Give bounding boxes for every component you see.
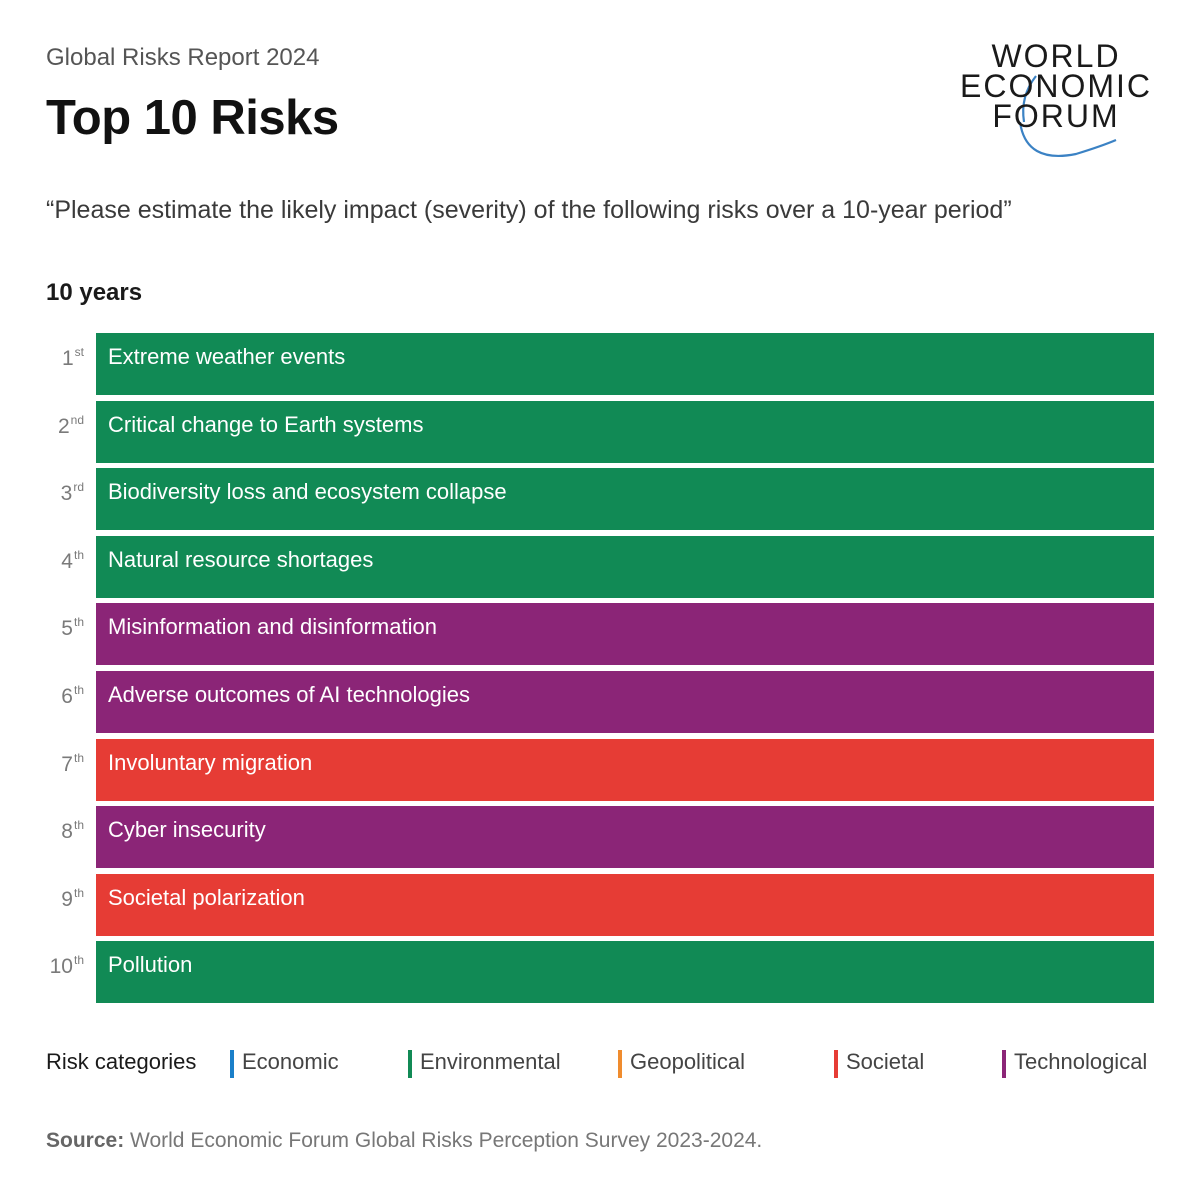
rank-suffix: nd [70, 412, 84, 427]
risk-label: Misinformation and disinformation [108, 614, 437, 640]
rank-suffix: th [73, 818, 84, 833]
rank-suffix: rd [73, 480, 84, 495]
legend-swatch [834, 1050, 838, 1078]
rank-suffix: st [74, 345, 84, 359]
wef-logo: WORLD ECONOMIC FORUM [956, 36, 1156, 160]
legend-swatch [618, 1050, 622, 1078]
risk-bar [96, 738, 1154, 801]
risk-row: 6th Adverse outcomes of AI technologies [0, 671, 1200, 733]
risk-row: 2nd Critical change to Earth systems [0, 400, 1200, 463]
risk-row: 3rd Biodiversity loss and ecosystem colla… [0, 468, 1200, 531]
rank-label: 10th [0, 953, 84, 979]
legend: Risk categories Economic Environmental Geo… [46, 1046, 1156, 1080]
risk-bar [96, 941, 1154, 1004]
rank-suffix: th [73, 953, 84, 968]
rank-number: 7 [61, 752, 73, 776]
page-title: Top 10 Risks [46, 91, 339, 145]
rank-suffix: th [73, 750, 84, 765]
risk-bar [96, 873, 1154, 936]
legend-title: Risk categories [46, 1049, 197, 1074]
report-name: Global Risks Report 2024 [46, 44, 320, 71]
legend-swatch [1002, 1050, 1006, 1078]
risk-row: 10th Pollution [0, 941, 1200, 1004]
risk-bar [96, 603, 1154, 666]
logo-line-3: FORUM [992, 98, 1120, 134]
survey-question: “Please estimate the likely impact (seve… [46, 196, 1012, 224]
risk-row: 4th Natural resource shortages [0, 535, 1200, 598]
risk-label: Natural resource shortages [108, 546, 374, 572]
legend-label: Environmental [420, 1049, 561, 1074]
risk-label: Biodiversity loss and ecosystem collapse [108, 479, 507, 505]
rank-number: 5 [61, 617, 73, 641]
risk-label: Critical change to Earth systems [108, 411, 424, 437]
rank-label: 5th [0, 615, 84, 641]
risk-bar [96, 468, 1154, 531]
rank-number: 1 [61, 347, 74, 370]
legend-label: Geopolitical [630, 1049, 745, 1074]
rank-suffix: th [73, 683, 84, 697]
rank-label: 4th [0, 548, 84, 574]
risk-bar [96, 333, 1154, 395]
period-label: 10 years [46, 279, 143, 306]
rank-number: 8 [61, 820, 73, 844]
risk-bar [96, 806, 1154, 869]
legend-swatch [230, 1050, 234, 1078]
legend-swatch [408, 1050, 412, 1078]
rank-label: 1st [0, 345, 84, 371]
rank-suffix: th [73, 547, 84, 562]
rank-label: 2nd [0, 413, 84, 439]
risk-bar [96, 671, 1154, 733]
risk-label: Societal polarization [108, 884, 305, 910]
logo-line-2: ECONOMIC [960, 68, 1152, 104]
rank-number: 6 [61, 685, 73, 708]
legend-label: Technological [1014, 1049, 1148, 1074]
risk-label: Extreme weather events [108, 344, 346, 369]
rank-label: 9th [0, 886, 84, 912]
legend-label: Economic [242, 1049, 339, 1074]
risk-bar [96, 400, 1154, 463]
logo-arc-icon [1018, 75, 1117, 158]
rank-suffix: th [73, 885, 84, 900]
source-note: Source: World Economic Forum Global Risk… [46, 1129, 762, 1153]
risk-label: Involuntary migration [108, 749, 313, 775]
risk-label: Pollution [108, 952, 193, 978]
risk-row: 1st Extreme weather events [0, 333, 1200, 395]
rank-number: 9 [61, 887, 73, 911]
rank-label: 6th [0, 683, 84, 709]
rank-label: 8th [0, 818, 84, 844]
risk-label: Cyber insecurity [108, 817, 266, 843]
source-label: Source: [46, 1129, 125, 1152]
rank-number: 10 [49, 955, 73, 979]
source-text: World Economic Forum Global Risks Percep… [130, 1129, 763, 1152]
risk-label: Adverse outcomes of AI technologies [108, 682, 470, 707]
legend-label: Societal [846, 1049, 925, 1074]
risk-row: 7th Involuntary migration [0, 738, 1200, 801]
logo-line-1: WORLD [991, 38, 1121, 74]
rank-number: 2 [57, 414, 70, 438]
rank-suffix: th [73, 615, 84, 630]
risk-row: 9th Societal polarization [0, 873, 1200, 936]
rank-number: 3 [60, 482, 73, 506]
risk-bar [96, 535, 1154, 598]
rank-number: 4 [61, 549, 73, 573]
risk-row: 8th Cyber insecurity [0, 806, 1200, 869]
rank-label: 3rd [0, 480, 84, 506]
rank-label: 7th [0, 751, 84, 777]
risk-row: 5th Misinformation and disinformation [0, 603, 1200, 666]
